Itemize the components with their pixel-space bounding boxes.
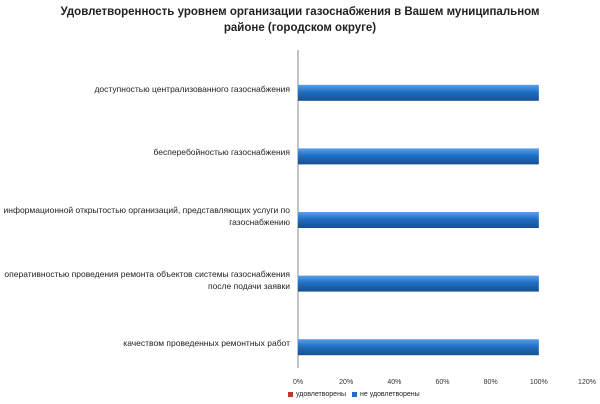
category-label: бесперебойностью газоснабжения	[153, 147, 291, 158]
x-tick-label: 20%	[339, 379, 353, 386]
legend-swatch-not-satisfied	[351, 392, 357, 397]
chart-legend: удовлетворены не удовлетворены	[288, 391, 420, 398]
x-tick-label: 80%	[484, 379, 498, 386]
x-tick-label: 40%	[387, 379, 401, 386]
x-tick-label: 60%	[435, 379, 449, 386]
x-tick-label: 100%	[530, 379, 548, 386]
legend-label-not-satisfied: не удовлетворены	[359, 391, 420, 398]
category-label: качеством проведенных ремонтных работ	[123, 338, 290, 349]
chart-title: Удовлетворенность уровнем организации га…	[60, 6, 540, 34]
legend-swatch-satisfied	[288, 392, 293, 397]
category-label: оперативностью проведения ремонта объект…	[4, 268, 290, 291]
x-tick-label: 0%	[293, 379, 303, 386]
legend-item-not-satisfied: не удовлетворены	[351, 391, 420, 398]
x-tick-label: 120%	[578, 379, 596, 386]
category-label: доступностью централизованного газоснабж…	[94, 83, 290, 94]
bar-not-satisfied	[298, 148, 539, 165]
bar-not-satisfied	[298, 339, 539, 356]
legend-label-satisfied: удовлетворены	[296, 391, 346, 398]
bar-not-satisfied	[298, 212, 539, 228]
legend-item-satisfied: удовлетворены	[288, 391, 346, 398]
bar-not-satisfied	[298, 275, 539, 292]
bar-not-satisfied	[298, 84, 539, 101]
category-label: информационной открытостью организаций, …	[3, 205, 290, 227]
